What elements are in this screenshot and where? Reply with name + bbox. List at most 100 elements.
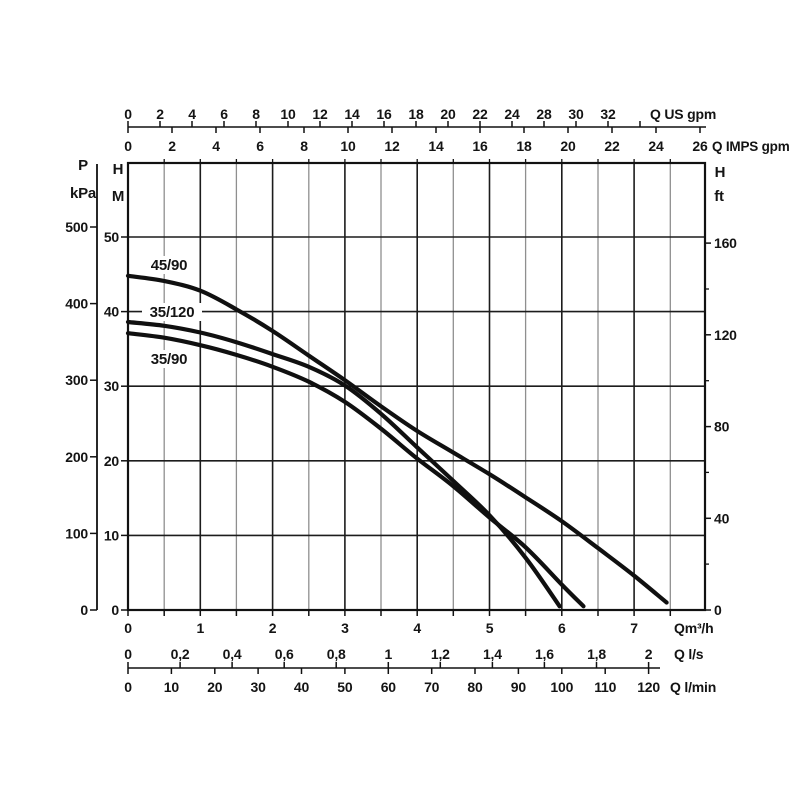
lmin-tick-label: 60: [381, 679, 397, 695]
lmin-tick-label: 50: [337, 679, 353, 695]
ls-tick-label: 1,8: [587, 646, 606, 662]
ls-tick-label: 1,4: [483, 646, 502, 662]
top-imps-tick-label: 4: [212, 138, 220, 154]
lmin-tick-label: 100: [550, 679, 573, 695]
curve-label-35-90: 35/90: [151, 351, 188, 368]
head-ft-tick-label: 160: [714, 235, 737, 251]
top-imps-tick-label: 2: [168, 138, 176, 154]
ls-tick-label: 0,8: [327, 646, 346, 662]
top-us-tick-label: 16: [376, 106, 392, 122]
m3h-tick-label: 0: [124, 620, 132, 636]
m3h-tick-label: 6: [558, 620, 566, 636]
ls-tick-label: 1: [385, 646, 393, 662]
head-m-tick-label: 50: [104, 229, 120, 245]
curve-35-90: [125, 331, 586, 609]
lmin-tick-label: 70: [424, 679, 440, 695]
ls-tick-label: 1,6: [535, 646, 554, 662]
lmin-tick-label: 30: [251, 679, 267, 695]
top-imps-tick-label: 20: [560, 138, 576, 154]
head-ft-axis-head: H: [715, 164, 726, 181]
lmin-tick-label: 0: [124, 679, 132, 695]
top-us-tick-label: 8: [252, 106, 260, 122]
m3h-tick-label: 4: [413, 620, 421, 636]
bottom-axis-lmin: 0 10 20 30 40 50 60 70 80 90 100 110 120 Q l/min: [124, 668, 716, 695]
top-us-tick-label: 12: [312, 106, 328, 122]
top-us-tick-label: 14: [344, 106, 360, 122]
top-imps-unit-label: Q IMPS gpm: [712, 139, 790, 154]
top-us-tick-label: 30: [568, 106, 584, 122]
pressure-axis-head: P: [78, 157, 88, 174]
right-axis-ft: 160 120 80 40 0 Hft: [705, 164, 737, 618]
curve-labels: 45/90 35/120 35/90: [142, 256, 202, 368]
head-m-tick-label: 30: [104, 378, 120, 394]
head-ft-tick-label: 80: [714, 419, 730, 435]
top-us-tick-label: 2: [156, 106, 164, 122]
top-us-tick-label: 28: [536, 106, 552, 122]
top-imps-tick-label: 14: [428, 138, 444, 154]
ls-tick-label: 0,2: [171, 646, 190, 662]
kpa-tick-label: 100: [65, 525, 88, 541]
top-us-tick-label: 22: [472, 106, 488, 122]
top-us-tick-label: 10: [280, 106, 296, 122]
top-imps-tick-label: 10: [340, 138, 356, 154]
top-axis-imps-gpm: 0 2 4 6 8 10 12 14 16 18 20 22 24 26 Q IMPS gpm: [124, 127, 790, 154]
bottom-axis-m3h: 0 1 2 3 4 5 6 7 Qm³/h: [124, 620, 713, 636]
ls-tick-label: 1,2: [431, 646, 450, 662]
head-m-axis-unit: M: [112, 188, 124, 205]
lmin-tick-label: 120: [637, 679, 660, 695]
curve-45-90: [125, 273, 669, 605]
head-m-tick-label: 40: [104, 304, 120, 320]
m3h-tick-label: 7: [630, 620, 638, 636]
curve-label-35-120: 35/120: [150, 304, 195, 321]
m3h-tick-label: 1: [197, 620, 205, 636]
bottom-axis-ls: 0 0,2 0,4 0,6 0,8 1 1,2 1,4 1,6 1,8 2 Q l/s: [124, 646, 704, 669]
grid: [128, 163, 705, 610]
kpa-tick-label: 400: [65, 296, 88, 312]
top-imps-tick-label: 12: [384, 138, 400, 154]
head-m-axis-head: H: [113, 161, 124, 178]
head-ft-tick-label: 120: [714, 327, 737, 343]
kpa-tick-label: 0: [80, 602, 88, 618]
lmin-unit-label: Q l/min: [670, 679, 716, 695]
lmin-tick-label: 40: [294, 679, 310, 695]
m3h-tick-label: 5: [486, 620, 494, 636]
lmin-tick-label: 10: [164, 679, 180, 695]
head-ft-tick-label: 0: [714, 602, 722, 618]
pressure-axis-unit: kPa: [70, 185, 97, 202]
top-imps-tick-label: 24: [648, 138, 664, 154]
lmin-tick-label: 90: [511, 679, 527, 695]
top-us-tick-label: 20: [440, 106, 456, 122]
m3h-tick-label: 2: [269, 620, 277, 636]
top-us-unit-label: Q US gpm: [650, 106, 716, 122]
top-imps-tick-label: 26: [692, 138, 708, 154]
top-us-tick-label: 24: [504, 106, 520, 122]
head-ft-tick-label: 40: [714, 510, 730, 526]
ls-tick-label: 0: [124, 646, 132, 662]
top-imps-tick-label: 6: [256, 138, 264, 154]
top-us-tick-label: 4: [188, 106, 196, 122]
ls-tick-label: 0,6: [275, 646, 294, 662]
top-imps-tick-label: 16: [472, 138, 488, 154]
head-m-tick-label: 10: [104, 527, 120, 543]
top-us-tick-label: 32: [600, 106, 616, 122]
top-imps-tick-label: 18: [516, 138, 532, 154]
top-axis-us-gpm: 0 2 4 6 8 10 12 14 16 18 20 22 24 28 30 32 Q US gpm: [124, 106, 716, 128]
head-m-tick-label: 20: [104, 453, 120, 469]
head-ft-axis-unit: ft: [714, 188, 724, 205]
top-imps-tick-label: 22: [604, 138, 620, 154]
ls-unit-label: Q l/s: [674, 646, 704, 662]
kpa-tick-label: 200: [65, 449, 88, 465]
ls-tick-label: 2: [645, 646, 653, 662]
lmin-tick-label: 20: [207, 679, 223, 695]
curve-label-45-90: 45/90: [151, 257, 188, 274]
kpa-tick-label: 500: [65, 219, 88, 235]
m3h-unit-label: Qm³/h: [674, 620, 713, 636]
head-m-tick-label: 0: [111, 602, 119, 618]
left-axis-m: 50 40 30 20 10 0 HM: [104, 161, 128, 618]
top-us-tick-label: 0: [124, 106, 132, 122]
m3h-tick-label: 3: [341, 620, 349, 636]
top-us-tick-label: 6: [220, 106, 228, 122]
